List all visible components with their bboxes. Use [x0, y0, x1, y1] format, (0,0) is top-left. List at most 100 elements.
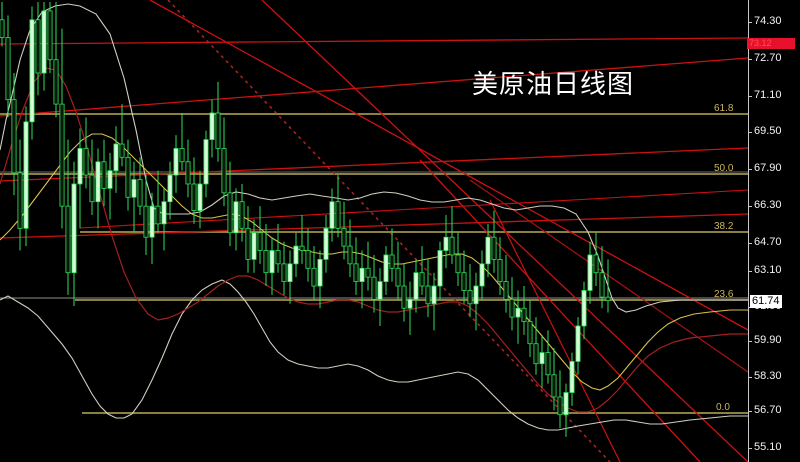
candle-body	[425, 285, 431, 305]
fib-level-label: 0.0	[716, 402, 730, 413]
candle-body	[155, 205, 161, 225]
candle-body	[173, 148, 179, 176]
fib-level-label: 38.2	[714, 221, 734, 232]
axis-tick-label: 59.90	[754, 334, 782, 346]
candle-body	[149, 205, 155, 238]
candle-body	[581, 290, 587, 327]
candle-body	[497, 259, 503, 282]
candle-body	[131, 179, 137, 198]
candle-body	[587, 254, 593, 291]
candle-body	[527, 321, 533, 345]
candle-body	[377, 281, 383, 300]
axis-vertical-line	[748, 0, 749, 462]
candle-body	[437, 250, 443, 287]
bollinger-lower-band	[0, 279, 748, 431]
candle-body	[551, 374, 557, 398]
trendline-horizontal-upper	[0, 37, 748, 45]
candle-body	[389, 254, 395, 269]
axis-tick	[748, 96, 752, 97]
axis-tick	[748, 243, 752, 244]
candle-body	[485, 236, 491, 265]
candle-body	[53, 59, 59, 105]
candle-body	[479, 263, 485, 287]
trendline-descending-1	[149, 0, 748, 331]
axis-tick	[748, 206, 752, 207]
candle-body	[395, 267, 401, 287]
candle-body	[71, 183, 77, 274]
candle-body	[491, 236, 497, 260]
axis-tick-label: 71.10	[754, 89, 782, 101]
axis-tick	[748, 132, 752, 133]
candle-body	[419, 272, 425, 287]
trendline-descending-4	[469, 179, 748, 373]
candle-body	[257, 232, 263, 251]
candle-body	[143, 205, 149, 238]
candle-body	[569, 361, 575, 393]
candlestick-series	[0, 2, 611, 437]
candle-body	[521, 307, 527, 322]
axis-tick-label: 72.70	[754, 52, 782, 64]
candle-body	[431, 285, 437, 305]
candle-body	[167, 174, 173, 203]
axis-tick	[748, 341, 752, 342]
candle-body	[179, 148, 185, 163]
candle-body	[113, 143, 119, 172]
axis-tick-label: 56.70	[754, 404, 782, 416]
candle-body	[545, 352, 551, 376]
candle-body	[473, 285, 479, 305]
candle-body	[65, 205, 71, 274]
candle-body	[539, 352, 545, 365]
axis-tick-label: 69.50	[754, 125, 782, 137]
price-axis[interactable]: 74.30 72.70 71.10 69.50 67.90 66.30 64.70 63.10…	[747, 0, 800, 462]
candle-body	[101, 161, 107, 189]
chart-svg	[0, 0, 748, 462]
trendline-descending-5	[489, 199, 621, 462]
candle-body	[365, 267, 371, 278]
candle-body	[59, 103, 65, 207]
candle-body	[47, 10, 53, 61]
fib-level-label: 61.8	[714, 103, 734, 114]
upper-price-tag: 73.12	[747, 38, 795, 49]
candle-body	[221, 148, 227, 194]
candle-body	[575, 325, 581, 362]
axis-tick	[748, 377, 752, 378]
candle-body	[407, 298, 413, 309]
candle-body	[29, 19, 35, 123]
axis-tick-label: 66.30	[754, 199, 782, 211]
candle-body	[119, 143, 125, 158]
candle-body	[455, 254, 461, 274]
candle-body	[203, 139, 209, 185]
candle-body	[35, 19, 41, 74]
trend-lines	[0, 0, 748, 462]
trendline-dotted-descending	[167, 0, 611, 462]
axis-tick-label: 58.30	[754, 370, 782, 382]
candle-body	[227, 192, 233, 234]
candle-body	[245, 227, 251, 260]
trendline-ascending-4	[79, 189, 748, 229]
candle-body	[461, 272, 467, 291]
candle-body	[251, 232, 257, 260]
candle-body	[593, 254, 599, 274]
fib-level-label: 23.6	[714, 289, 734, 300]
candle-body	[359, 267, 365, 282]
fib-level-label: 50.0	[714, 163, 734, 174]
candle-body	[269, 250, 275, 274]
candle-body	[323, 227, 329, 260]
ma-red-line	[0, 67, 748, 413]
candle-body	[293, 245, 299, 265]
candle-body	[467, 290, 473, 305]
candle-body	[353, 263, 359, 282]
candle-body	[413, 272, 419, 300]
chart-title: 美原油日线图	[472, 70, 635, 100]
candle-body	[383, 254, 389, 282]
trendline-ascending-1	[0, 57, 748, 117]
candle-body	[17, 172, 23, 229]
trendline-ascending-2	[0, 147, 748, 182]
candle-body	[209, 112, 215, 140]
chart-plot-area[interactable]: 美原油日线图	[0, 0, 748, 462]
candle-body	[509, 298, 515, 318]
candle-body	[125, 156, 131, 198]
axis-tick-label: 64.70	[754, 236, 782, 248]
trendline-ascending-3	[0, 213, 748, 239]
